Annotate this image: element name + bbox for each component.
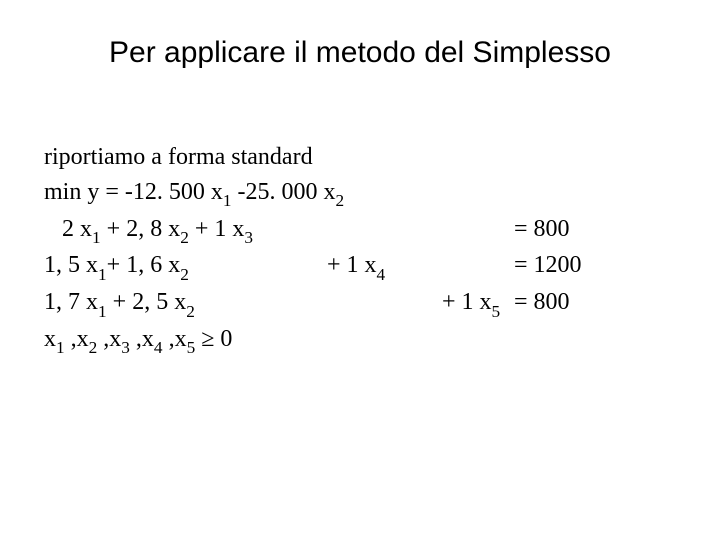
slack-coeff: 1 <box>347 252 359 278</box>
coef-a1: 1, 7 <box>44 289 80 315</box>
constraint-lhs: 1, 7 x1 + 2, 5 x2 <box>44 285 195 322</box>
slide: Per applicare il metodo del Simplesso ri… <box>0 0 720 540</box>
constraint-row: 1, 7 x1 + 2, 5 x2 + 1 x5 = 800 <box>44 285 344 322</box>
objective-prefix: min y = <box>44 179 125 205</box>
rhs-value: 800 <box>534 289 570 315</box>
objective-c1: -12. 500 <box>125 179 205 205</box>
nonneg-line: x1 ,x2 ,x3 ,x4 ,x5 ≥ 0 <box>44 322 344 359</box>
coef-a2: 1, 6 <box>126 252 162 278</box>
constraint-rhs: = 1200 <box>514 248 582 283</box>
slide-title: Per applicare il metodo del Simplesso <box>0 36 720 70</box>
objective-c2: -25. 000 <box>238 179 318 205</box>
intro-line: riportiamo a forma standard <box>44 140 344 175</box>
slack-sub: 4 <box>377 265 386 284</box>
coef-a2: 2, 8 <box>126 216 162 242</box>
constraint-row: 2 x1 + 2, 8 x2 + 1 x3 = 800 <box>44 212 344 249</box>
rhs-value: 1200 <box>534 252 582 278</box>
constraint-rhs: = 800 <box>514 212 570 247</box>
slide-body: riportiamo a forma standard min y = -12.… <box>44 140 344 359</box>
sub-x1: 1 <box>223 191 232 210</box>
coef-a2: 2, 5 <box>132 289 168 315</box>
slack-sub: 5 <box>492 302 501 321</box>
constraint-lhs: 1, 5 x1+ 1, 6 x2 <box>44 248 189 285</box>
slack-coeff: 1 <box>214 216 226 242</box>
slack-term: + 1 x4 <box>327 248 385 285</box>
constraint-lhs: 2 x1 + 2, 8 x2 + 1 x3 <box>44 212 253 249</box>
nonneg-rel: ≥ <box>201 326 214 352</box>
rhs-prefix: + 1 x <box>442 289 492 315</box>
slack-sub: 3 <box>244 228 253 247</box>
constraint-row: 1, 5 x1+ 1, 6 x2 + 1 x4 = 1200 <box>44 248 344 285</box>
slack-term: + 1 x5 <box>442 285 500 322</box>
sub-x2: 2 <box>336 191 345 210</box>
coef-a1: 2 <box>62 216 74 242</box>
nonneg-zero: 0 <box>220 326 232 352</box>
coef-a1: 1, 5 <box>44 252 80 278</box>
rhs-value: 800 <box>534 216 570 242</box>
objective-line: min y = -12. 500 x1 -25. 000 x2 <box>44 175 344 212</box>
constraint-rhs: = 800 <box>514 285 570 320</box>
